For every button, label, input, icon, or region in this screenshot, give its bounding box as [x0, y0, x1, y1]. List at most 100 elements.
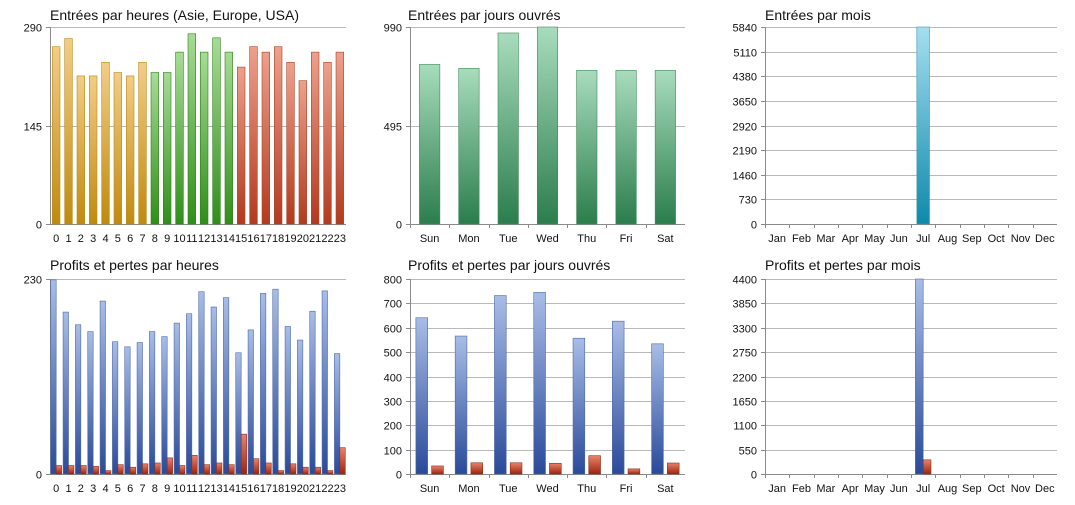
- bar: [187, 33, 196, 225]
- x-tick-label: 12: [198, 233, 210, 245]
- profit-bar: [223, 297, 230, 475]
- loss-bar: [154, 462, 161, 475]
- profit-bar: [494, 295, 507, 475]
- x-tick-label: Tue: [499, 483, 518, 495]
- profit-bar: [173, 322, 180, 475]
- y-tick-label: 200: [384, 421, 402, 433]
- x-tick-label: 1: [65, 483, 71, 495]
- x-tick-label: 18: [272, 483, 284, 495]
- x-tick-label: Oct: [988, 233, 1005, 245]
- y-tick-label: 2190: [733, 146, 757, 158]
- loss-bar: [216, 462, 223, 475]
- y-tick-label: 100: [384, 446, 402, 458]
- x-tick-label: Jul: [916, 483, 930, 495]
- y-tick-label: 0: [36, 220, 42, 232]
- x-tick-label: 9: [164, 483, 170, 495]
- panel-entries-hours: Entrées par heures (Asie, Europe, USA) 0 1…: [0, 0, 350, 250]
- bar: [654, 70, 676, 225]
- y-tick-label: 700: [384, 299, 402, 311]
- profit-bar: [272, 288, 279, 475]
- loss-bar: [290, 463, 297, 475]
- profit-bar: [186, 313, 193, 475]
- bar: [101, 62, 110, 225]
- profit-bar: [198, 291, 205, 475]
- y-tick-label: 1460: [733, 171, 757, 183]
- x-tick-label: 15: [235, 483, 247, 495]
- loss-bar: [302, 466, 309, 475]
- x-tick-label: Nov: [1011, 233, 1031, 245]
- profit-bar: [149, 331, 156, 475]
- y-tick-label: 4380: [733, 72, 757, 84]
- panel-pnl-weekdays: Profits et pertes par jours ouvrés 0 100 20…: [355, 250, 710, 500]
- chart-title: Profits et pertes par heures: [50, 257, 219, 273]
- profit-bar: [247, 329, 254, 475]
- x-tick-label: 10: [173, 483, 185, 495]
- x-tick-label: 11: [186, 233, 197, 245]
- x-tick-label: 4: [102, 233, 108, 245]
- bar: [237, 66, 246, 225]
- x-tick-label: Wed: [536, 483, 558, 495]
- bar: [76, 75, 85, 225]
- x-tick-label: 14: [223, 483, 235, 495]
- bar: [249, 46, 258, 225]
- chart-entries-hours: Entrées par heures (Asie, Europe, USA) 0 1…: [24, 7, 346, 245]
- bar: [311, 51, 320, 225]
- x-tick-label: 5: [115, 233, 121, 245]
- y-tick-label: 0: [751, 470, 757, 482]
- y-tick-label: 990: [384, 23, 402, 35]
- chart-title: Entrées par heures (Asie, Europe, USA): [50, 7, 299, 23]
- loss-bar: [55, 465, 62, 475]
- chart-title: Entrées par jours ouvrés: [408, 7, 561, 23]
- loss-bar: [203, 464, 210, 475]
- profit-bar: [321, 290, 328, 475]
- x-tick-label: 0: [53, 233, 59, 245]
- x-tick-label: 18: [272, 233, 284, 245]
- bar: [163, 72, 172, 225]
- loss-bar: [549, 462, 562, 475]
- bar: [113, 72, 122, 225]
- y-tick-label: 230: [24, 275, 42, 287]
- loss-bar: [431, 465, 444, 475]
- x-tick-label: Tue: [499, 233, 518, 245]
- profit-bar: [210, 306, 217, 475]
- x-tick-label: Aug: [938, 233, 958, 245]
- x-tick-label: Sun: [420, 483, 440, 495]
- y-tick-label: 0: [396, 470, 402, 482]
- x-tick-label: Feb: [792, 483, 811, 495]
- loss-bar: [179, 465, 186, 475]
- x-tick-label: Mar: [816, 233, 835, 245]
- x-tick-label: May: [864, 233, 885, 245]
- bar: [150, 72, 159, 225]
- x-tick-label: Dec: [1035, 233, 1055, 245]
- chart-pnl-months: Profits et pertes par mois 0 550 1100 1650 22…: [733, 257, 1057, 495]
- chart-entries-months: Entrées par mois 0 730 1460 2190 2920 3650 4380…: [733, 7, 1057, 245]
- profit-bar: [260, 293, 267, 475]
- profit-bar: [112, 341, 119, 475]
- x-tick-label: Sat: [657, 233, 674, 245]
- profit-bar: [309, 310, 316, 475]
- x-tick-label: 2: [78, 233, 84, 245]
- x-tick-label: 16: [247, 233, 259, 245]
- x-tick-label: 17: [260, 233, 272, 245]
- profit-bar: [99, 300, 106, 475]
- x-tick-label: 21: [309, 233, 321, 245]
- profit-bar: [415, 317, 428, 475]
- x-tick-label: 19: [284, 483, 296, 495]
- y-tick-label: 5110: [733, 48, 757, 60]
- x-tick-label: 21: [309, 483, 321, 495]
- loss-bar: [92, 466, 99, 475]
- loss-bar: [105, 470, 112, 475]
- profit-bar: [136, 342, 143, 475]
- loss-bar: [339, 447, 346, 475]
- x-tick-label: Sep: [962, 483, 982, 495]
- x-tick-label: 16: [247, 483, 259, 495]
- y-tick-label: 730: [739, 195, 757, 207]
- bar: [64, 38, 73, 225]
- y-tick-label: 500: [384, 348, 402, 360]
- bar: [138, 62, 147, 225]
- bar: [286, 62, 295, 225]
- profit-bar: [87, 331, 94, 475]
- x-tick-label: Apr: [842, 483, 859, 495]
- loss-bar: [470, 462, 483, 475]
- profit-bar: [161, 336, 168, 475]
